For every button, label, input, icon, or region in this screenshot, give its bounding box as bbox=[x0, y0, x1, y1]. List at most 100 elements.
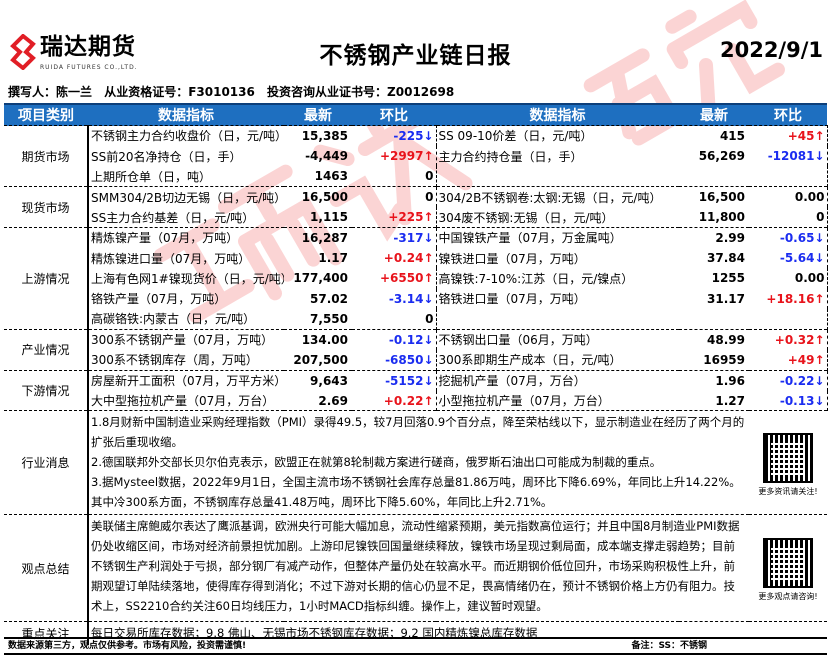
latest-value: 7,550 bbox=[310, 311, 348, 326]
indicator-name: 挖掘机产量（07月，万台） bbox=[436, 369, 679, 391]
indicator-name: 300系即期生产成本（日，元/吨） bbox=[438, 353, 622, 368]
news-item: 1.8月财新中国制造业采购经理指数（PMI）录得49.5，较7月回落0.9个百分… bbox=[91, 415, 745, 450]
indicator-name: 304废不锈钢:无锡（日，元/吨） bbox=[438, 210, 614, 225]
indicator-name: 铬铁进口量（07月，万吨） bbox=[438, 292, 586, 307]
qualification: 从业资格证号：F3010136 bbox=[104, 85, 255, 99]
change-value: -317↓ bbox=[352, 226, 437, 248]
indicator-name: 主力合约持仓量（日，手） bbox=[438, 149, 583, 164]
table-row: 产业情况 300系不锈钢产量（07月，万吨） 134.00 -0.12↓ 不锈钢出口量（… bbox=[4, 328, 828, 371]
news-row: 行业消息 1.8月财新中国制造业采购经理指数（PMI）录得49.5，较7月回落0.… bbox=[4, 410, 827, 515]
indicator-name: 上期所仓单（日，吨） bbox=[91, 169, 212, 184]
table-row: 上期所仓单（日，吨） 1463 0 bbox=[4, 166, 828, 187]
indicator-name: 300系不锈钢产量（07月，万吨） bbox=[88, 328, 284, 350]
change-value: -6850↓ bbox=[352, 349, 437, 371]
latest-value: 1.27 bbox=[715, 393, 745, 408]
table-row: 下游情况 房屋新开工面积（07月，万平方米） 9,643 -5152↓ 挖掘机产量（07… bbox=[4, 369, 828, 411]
indicator-name: 小型拖拉机产量（07月，万台） bbox=[438, 394, 610, 409]
table-row: 精炼镍进口量（07月，万吨） 1.17 +0.24↑ 镍铁进口量（07月，万吨） 37.… bbox=[4, 247, 828, 269]
change-value: -0.13↓ bbox=[749, 390, 828, 411]
indicator-name: SS主力合约基差（日，元/吨） bbox=[91, 210, 255, 225]
table-row: 大中型拖拉机产量（07月，万台） 2.69 +0.22↑ 小型拖拉机产量（07月，万台… bbox=[4, 390, 828, 411]
latest-value: 1255 bbox=[711, 271, 745, 286]
change-value: +2997↑ bbox=[352, 145, 437, 167]
footer: 数据来源第三方，观点仅供参考。市场有风险，投资需谨慎! 备注：SS：不锈钢 bbox=[4, 637, 827, 655]
latest-value: 1,115 bbox=[310, 210, 348, 224]
table-row: 300系不锈钢库存（周，万吨） 207,500 -6850↓ 300系即期生产成本（日… bbox=[4, 349, 828, 371]
latest-value bbox=[679, 309, 749, 329]
indicator-name: 上海有色网1#镍现货价（日，元/吨） bbox=[91, 271, 284, 286]
latest-value: 15,385 bbox=[284, 124, 352, 146]
indicator-name: SS 09-10价差（日，元/吨） bbox=[436, 124, 679, 146]
category-label: 现货市场 bbox=[4, 186, 89, 228]
change-value: -5.64↓ bbox=[749, 247, 828, 269]
logo-icon bbox=[10, 34, 36, 70]
change-value: -0.12↓ bbox=[352, 328, 437, 350]
column-header: 环比 bbox=[352, 103, 436, 126]
change-value: -3.14↓ bbox=[352, 288, 437, 310]
category-label: 上游情况 bbox=[4, 226, 89, 330]
logo: 瑞达期货 RUIDA FUTURES CO.,LTD. bbox=[10, 30, 160, 80]
table-row: 上游情况 精炼镍产量（07月，万吨） 16,287 -317↓ 中国镍铁产量（07月，万… bbox=[4, 226, 828, 330]
disclaimer: 数据来源第三方，观点仅供参考。市场有风险，投资需谨慎! bbox=[8, 641, 247, 651]
indicator-name: 高镍铁:7-10%:江苏（日，元/镍点） bbox=[438, 271, 634, 286]
news-item: 2.德国联邦外交部长贝尔伯克表示，欧盟正在就第8轮制裁方案进行磋商，俄罗斯石油出… bbox=[91, 455, 662, 470]
indicator-name: 房屋新开工面积（07月，万平方米） bbox=[88, 369, 284, 391]
focus-row: 重点关注 每日交易所库存数据；9.8 佛山、无锡市场不锈钢库存数据；9.2 国内精… bbox=[4, 621, 827, 646]
change-value: -5152↓ bbox=[352, 369, 437, 391]
latest-value: 11,800 bbox=[698, 210, 745, 224]
qr-caption: 更多资讯请关注! bbox=[758, 486, 818, 496]
report-date: 2022/9/1 bbox=[719, 38, 823, 62]
indicator-name: 大中型拖拉机产量（07月，万台） bbox=[91, 394, 275, 409]
latest-value: 48.99 bbox=[679, 328, 749, 350]
logo-text: 瑞达期货 bbox=[40, 34, 136, 60]
indicator-name: 镍铁进口量（07月，万吨） bbox=[438, 251, 586, 266]
latest-value: 16,500 bbox=[284, 186, 352, 208]
latest-value bbox=[679, 166, 749, 186]
latest-value: 2.69 bbox=[318, 393, 348, 408]
column-header: 数据指标 bbox=[88, 103, 284, 126]
table-header: 项目类别 数据指标 最新 环比 数据指标 最新 环比 bbox=[4, 103, 827, 126]
indicator-name: 精炼镍进口量（07月，万吨） bbox=[91, 251, 251, 266]
indicator-name: 304/2B不锈钢卷:太钢:无锡（日，元/吨） bbox=[436, 186, 679, 208]
view-row: 观点总结 美联储主席鲍威尔表达了鹰派基调，欧洲央行可能大幅加息，流动性缩紧预期，美… bbox=[4, 514, 827, 622]
indicator-name: SS前20名净持仓（日，手） bbox=[91, 149, 242, 164]
change-value: 0 bbox=[352, 186, 437, 208]
column-header: 最新 bbox=[679, 103, 749, 126]
news-item: 3.据Mysteel数据，2022年9月1日，全国主流市场不锈钢社会库存总量81… bbox=[91, 475, 741, 510]
table-row: SS前20名净持仓（日，手） -4,449 +2997↑ 主力合约持仓量（日，手） 56… bbox=[4, 145, 828, 167]
latest-value: 134.00 bbox=[284, 328, 352, 350]
change-value: +0.24↑ bbox=[352, 247, 437, 269]
table-row: 现货市场 SMM304/2B切边无锡（日，元/吨） 16,500 0 304/2B不锈钢… bbox=[4, 186, 828, 228]
latest-value: 31.17 bbox=[707, 291, 745, 306]
latest-value: 2.99 bbox=[679, 226, 749, 248]
qr-caption: 更多观点请咨询! bbox=[758, 592, 818, 602]
change-value bbox=[749, 166, 828, 187]
latest-value: 9,643 bbox=[284, 369, 352, 391]
indicator-name: 高碳铬铁:内蒙古（日，元/吨） bbox=[91, 312, 256, 327]
author-line: 撰写人：陈一兰 从业资格证号：F3010136 投资咨询从业证书号：Z00126… bbox=[8, 83, 462, 100]
change-value: +0.22↑ bbox=[352, 390, 437, 411]
change-value: 0 bbox=[352, 166, 437, 187]
latest-value: 177,400 bbox=[293, 271, 348, 286]
logo-subtext: RUIDA FUTURES CO.,LTD. bbox=[40, 64, 138, 71]
change-value: +49↑ bbox=[749, 349, 828, 371]
latest-value: 415 bbox=[679, 124, 749, 146]
qr-block: 更多观点请咨询! bbox=[749, 514, 827, 622]
latest-value: 1.17 bbox=[318, 251, 348, 266]
latest-value: 37.84 bbox=[707, 251, 745, 266]
latest-value: 16,500 bbox=[679, 186, 749, 208]
category-label: 下游情况 bbox=[4, 369, 89, 411]
category-label: 期货市场 bbox=[4, 124, 89, 187]
view-text: 美联储主席鲍威尔表达了鹰派基调，欧洲央行可能大幅加息，流动性缩紧预期，美元指数高… bbox=[88, 514, 749, 622]
latest-value: 1463 bbox=[314, 169, 348, 184]
column-header: 项目类别 bbox=[4, 103, 88, 126]
table-row: 上海有色网1#镍现货价（日，元/吨） 177,400 +6550↑ 高镍铁:7-10%… bbox=[4, 268, 828, 289]
change-value: +45↑ bbox=[749, 124, 828, 146]
indicator-name: SMM304/2B切边无锡（日，元/吨） bbox=[88, 186, 284, 208]
change-value: +225↑ bbox=[352, 207, 437, 228]
change-value: +0.32↑ bbox=[749, 328, 828, 350]
column-header: 最新 bbox=[284, 103, 352, 126]
latest-value: 16959 bbox=[703, 352, 745, 367]
category-label: 产业情况 bbox=[4, 328, 89, 371]
qr-code-icon bbox=[763, 538, 813, 589]
